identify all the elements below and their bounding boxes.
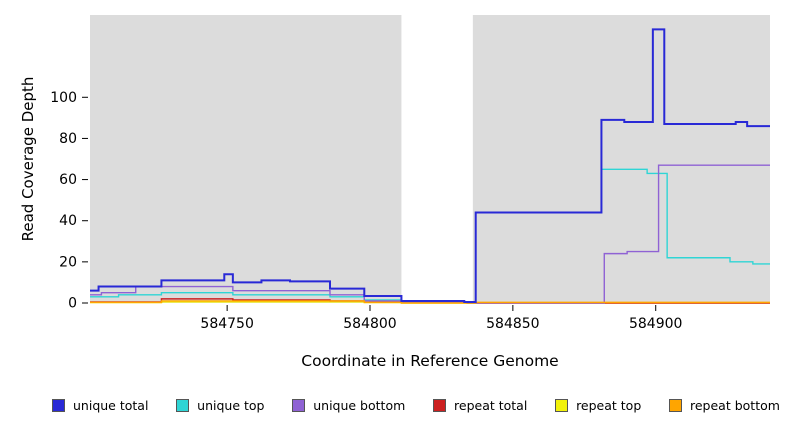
x-tick-label: 584900 — [629, 316, 682, 332]
x-tick-label: 584850 — [486, 316, 539, 332]
y-tick-label: 80 — [59, 131, 77, 147]
y-tick-label: 20 — [59, 254, 77, 270]
legend-label: unique total — [73, 398, 149, 413]
legend-swatch-repeat-total — [433, 399, 447, 412]
legend-item-repeat-total: repeat total — [433, 398, 527, 413]
y-tick-label: 0 — [68, 296, 77, 312]
legend-item-repeat-bottom: repeat bottom — [669, 398, 780, 413]
legend-item-unique-top: unique top — [176, 398, 264, 413]
legend-swatch-unique-total — [52, 399, 65, 412]
x-tick-label: 584800 — [343, 316, 396, 332]
unique-bottom-line — [90, 164, 770, 304]
legend-label: unique top — [197, 398, 265, 413]
legend-label: repeat total — [454, 398, 528, 413]
y-tick-label: 100 — [50, 90, 77, 106]
legend-item-unique-bottom: unique bottom — [292, 398, 405, 413]
unique-total-line — [90, 28, 770, 303]
legend-item-repeat-top: repeat top — [555, 398, 641, 413]
x-axis-title: Coordinate in Reference Genome — [301, 352, 559, 370]
y-tick-label: 40 — [59, 213, 77, 229]
legend: unique total unique top unique bottom repea… — [0, 398, 792, 413]
legend-label: repeat top — [576, 398, 642, 413]
y-tick-label: 60 — [59, 172, 77, 188]
y-axis-title: Read Coverage Depth — [19, 76, 37, 242]
legend-swatch-unique-top — [176, 399, 190, 412]
x-tick-label: 584750 — [200, 316, 253, 332]
legend-item-unique-total: unique total — [52, 398, 148, 413]
legend-label: unique bottom — [313, 398, 406, 413]
legend-label: repeat bottom — [690, 398, 780, 413]
legend-swatch-unique-bottom — [292, 399, 306, 412]
legend-swatch-repeat-bottom — [669, 399, 682, 412]
no-data-region — [401, 15, 473, 303]
legend-swatch-repeat-top — [555, 399, 569, 412]
